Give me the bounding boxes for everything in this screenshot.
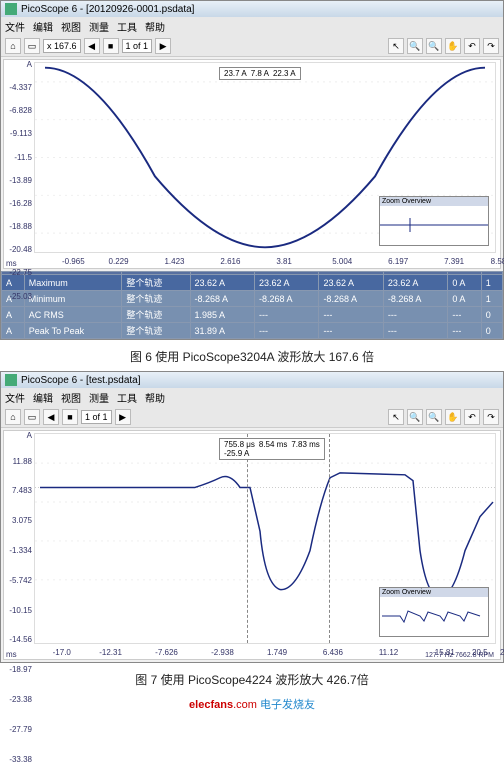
meas-d: -25.9 A — [224, 449, 320, 458]
zoomout-icon[interactable]: 🔍 — [426, 409, 442, 425]
stop-icon[interactable]: ■ — [62, 409, 78, 425]
scope2-yaxis: A11.887.4833.075-1.334-5.742-10.15-14.56… — [4, 431, 34, 644]
meas-c: 7.83 ms — [291, 440, 319, 449]
next-icon[interactable]: ▶ — [155, 38, 171, 54]
scope1-plot[interactable]: 23.7 A 7.8 A 22.3 A Zoom Overview — [34, 62, 496, 253]
menu-file[interactable]: 文件 — [5, 390, 25, 405]
zoom-title: Zoom Overview — [380, 197, 488, 206]
figure7-caption: 图 7 使用 PicoScope4224 波形放大 426.7倍 — [0, 665, 504, 694]
menu-tools[interactable]: 工具 — [117, 390, 137, 405]
cursor-icon[interactable]: ↖ — [388, 409, 404, 425]
scope1-xaxis: -0.9650.2291.4232.6163.815.0046.1977.391… — [34, 253, 500, 268]
scope1-window: PicoScope 6 - [20120926-0001.psdata] 文件 … — [0, 0, 504, 340]
zoomin-icon[interactable]: 🔍 — [407, 409, 423, 425]
scope2-chart[interactable]: A11.887.4833.075-1.334-5.742-10.15-14.56… — [3, 430, 501, 660]
wm-cn: 电子发烧友 — [260, 699, 315, 711]
table-row[interactable]: AMinimum整个轨迹-8.268 A-8.268 A-8.268 A-8.2… — [2, 291, 503, 307]
scope1-menubar: 文件 编辑 视图 测量 工具 帮助 — [1, 17, 503, 36]
scope1-title: PicoScope 6 - [20120926-0001.psdata] — [21, 4, 194, 15]
cursor-line-2[interactable] — [329, 434, 330, 643]
redo-icon[interactable]: ↷ — [483, 409, 499, 425]
tool-icon[interactable]: ▭ — [24, 38, 40, 54]
x-unit: ms — [6, 259, 17, 268]
scope1-yaxis: A-4.337-6.828-9.113-11.5-13.89-16.28-18.… — [4, 60, 34, 253]
menu-help[interactable]: 帮助 — [145, 19, 165, 34]
table-row[interactable]: AMaximum整个轨迹23.62 A23.62 A23.62 A23.62 A… — [2, 275, 503, 291]
zoomout-icon[interactable]: 🔍 — [426, 38, 442, 54]
home-icon[interactable]: ⌂ — [5, 38, 21, 54]
app-icon — [5, 3, 17, 15]
scope2-plot[interactable]: 755.8 μs 8.54 ms 7.83 ms -25.9 A Zoom Ov… — [34, 433, 496, 644]
scope2-window: PicoScope 6 - [test.psdata] 文件 编辑 视图 测量 … — [0, 371, 504, 663]
meas-a: 755.8 μs — [224, 440, 255, 449]
undo-icon[interactable]: ↶ — [464, 38, 480, 54]
prev-icon[interactable]: ◀ — [43, 409, 59, 425]
menu-edit[interactable]: 编辑 — [33, 390, 53, 405]
meas-b: 7.8 A — [251, 69, 269, 78]
hand-icon[interactable]: ✋ — [445, 409, 461, 425]
zoom-mini-wave — [380, 597, 488, 635]
menu-measure[interactable]: 测量 — [89, 390, 109, 405]
hand-icon[interactable]: ✋ — [445, 38, 461, 54]
prev-icon[interactable]: ◀ — [84, 38, 100, 54]
app-icon — [5, 374, 17, 386]
scope2-toolbar: ⌂ ▭ ◀ ■ 1 of 1 ▶ ↖ 🔍 🔍 ✋ ↶ ↷ — [1, 407, 503, 428]
meas-a: 23.7 A — [224, 69, 247, 78]
scope1-measurement-box[interactable]: 23.7 A 7.8 A 22.3 A — [219, 67, 301, 80]
footer-right: 127.7 Hz 7662.8 RPM — [425, 652, 494, 659]
redo-icon[interactable]: ↷ — [483, 38, 499, 54]
scope2-menubar: 文件 编辑 视图 测量 工具 帮助 — [1, 388, 503, 407]
zoom-field[interactable]: x 167.6 — [43, 39, 81, 53]
cursor-icon[interactable]: ↖ — [388, 38, 404, 54]
menu-file[interactable]: 文件 — [5, 19, 25, 34]
menu-measure[interactable]: 测量 — [89, 19, 109, 34]
table-row[interactable]: AAC RMS整个轨迹1.985 A------------0 — [2, 307, 503, 323]
watermark: elecfans.com 电子发烧友 — [0, 694, 504, 714]
scope1-data-table: AMaximum整个轨迹23.62 A23.62 A23.62 A23.62 A… — [1, 271, 503, 339]
scope1-zoom-overview[interactable]: Zoom Overview — [379, 196, 489, 246]
menu-edit[interactable]: 编辑 — [33, 19, 53, 34]
zoomin-icon[interactable]: 🔍 — [407, 38, 423, 54]
wm-suffix: .com — [233, 699, 257, 711]
scope2-measurement-box[interactable]: 755.8 μs 8.54 ms 7.83 ms -25.9 A — [219, 438, 325, 460]
scope1-chart[interactable]: A-4.337-6.828-9.113-11.5-13.89-16.28-18.… — [3, 59, 501, 269]
scope2-zoom-overview[interactable]: Zoom Overview — [379, 587, 489, 637]
meas-c: 22.3 A — [273, 69, 296, 78]
next-icon[interactable]: ▶ — [115, 409, 131, 425]
menu-tools[interactable]: 工具 — [117, 19, 137, 34]
figure6-caption: 图 6 使用 PicoScope3204A 波形放大 167.6 倍 — [0, 342, 504, 371]
menu-view[interactable]: 视图 — [61, 390, 81, 405]
zoom-title: Zoom Overview — [380, 588, 488, 597]
stop-icon[interactable]: ■ — [103, 38, 119, 54]
menu-help[interactable]: 帮助 — [145, 390, 165, 405]
menu-view[interactable]: 视图 — [61, 19, 81, 34]
home-icon[interactable]: ⌂ — [5, 409, 21, 425]
zoom-mini-wave — [380, 206, 488, 244]
cursor-line-1[interactable] — [247, 434, 248, 643]
wm-domain: elecfans — [189, 699, 233, 711]
scope2-titlebar[interactable]: PicoScope 6 - [test.psdata] — [1, 372, 503, 388]
undo-icon[interactable]: ↶ — [464, 409, 480, 425]
pager-field: 1 of 1 — [81, 410, 112, 424]
meas-b: 8.54 ms — [259, 440, 287, 449]
scope1-toolbar: ⌂ ▭ x 167.6 ◀ ■ 1 of 1 ▶ ↖ 🔍 🔍 ✋ ↶ ↷ — [1, 36, 503, 57]
x-unit: ms — [6, 650, 17, 659]
scope2-title: PicoScope 6 - [test.psdata] — [21, 375, 141, 386]
tool-icon[interactable]: ▭ — [24, 409, 40, 425]
table-row[interactable]: APeak To Peak整个轨迹31.89 A------------0 — [2, 323, 503, 339]
pager-field: 1 of 1 — [122, 39, 153, 53]
scope1-titlebar[interactable]: PicoScope 6 - [20120926-0001.psdata] — [1, 1, 503, 17]
